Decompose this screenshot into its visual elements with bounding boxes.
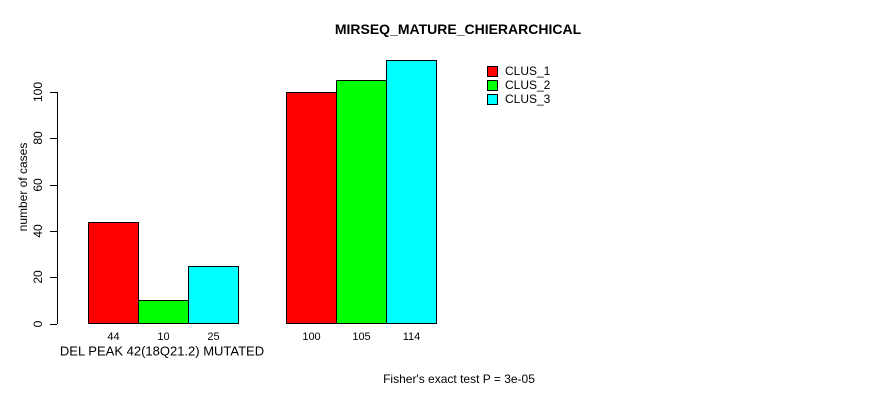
legend-swatch bbox=[487, 79, 498, 91]
y-axis-tick bbox=[50, 138, 57, 140]
legend-label: CLUS_3 bbox=[505, 92, 551, 106]
legend-swatch bbox=[487, 65, 498, 77]
bar-value-label: 105 bbox=[352, 331, 371, 343]
y-axis-tick-label: 0 bbox=[31, 320, 45, 327]
y-axis-tick-label: 100 bbox=[31, 81, 45, 102]
y-axis-tick bbox=[50, 184, 57, 186]
chart-title: MIRSEQ_MATURE_CHIERARCHICAL bbox=[334, 21, 582, 37]
y-axis-label: number of cases bbox=[16, 142, 30, 232]
bar-value-label: 100 bbox=[302, 331, 321, 343]
y-axis-tick bbox=[50, 230, 57, 232]
footnote: Fisher's exact test P = 3e-05 bbox=[383, 372, 535, 386]
legend: CLUS_1 CLUS_2 CLUS_3 bbox=[487, 64, 550, 106]
bar bbox=[386, 59, 437, 325]
y-axis-tick-label: 40 bbox=[31, 224, 45, 238]
bar-value-label: 10 bbox=[157, 331, 170, 343]
y-axis-line bbox=[57, 91, 58, 325]
bar bbox=[336, 80, 387, 325]
bar bbox=[88, 221, 139, 325]
y-axis-tick-label: 60 bbox=[31, 177, 45, 192]
y-axis-tick bbox=[50, 323, 57, 325]
bar-value-label: 25 bbox=[207, 331, 220, 343]
x-axis-group-label: DEL PEAK 42(18Q21.2) MUTATED bbox=[59, 343, 265, 359]
y-axis-tick-label: 20 bbox=[31, 270, 45, 284]
y-axis-tick bbox=[50, 91, 57, 93]
legend-item: CLUS_1 bbox=[487, 64, 550, 78]
bar-value-label: 44 bbox=[107, 331, 120, 343]
legend-label: CLUS_2 bbox=[505, 78, 551, 92]
bar bbox=[138, 300, 189, 325]
bar-value-label: 114 bbox=[402, 331, 421, 343]
legend-item: CLUS_3 bbox=[487, 92, 550, 106]
legend-item: CLUS_2 bbox=[487, 78, 550, 92]
bar bbox=[188, 265, 239, 325]
legend-label: CLUS_1 bbox=[505, 64, 551, 78]
legend-swatch bbox=[487, 93, 498, 105]
y-axis-tick bbox=[50, 277, 57, 279]
y-axis-tick-label: 80 bbox=[31, 131, 45, 145]
bar bbox=[286, 91, 337, 325]
